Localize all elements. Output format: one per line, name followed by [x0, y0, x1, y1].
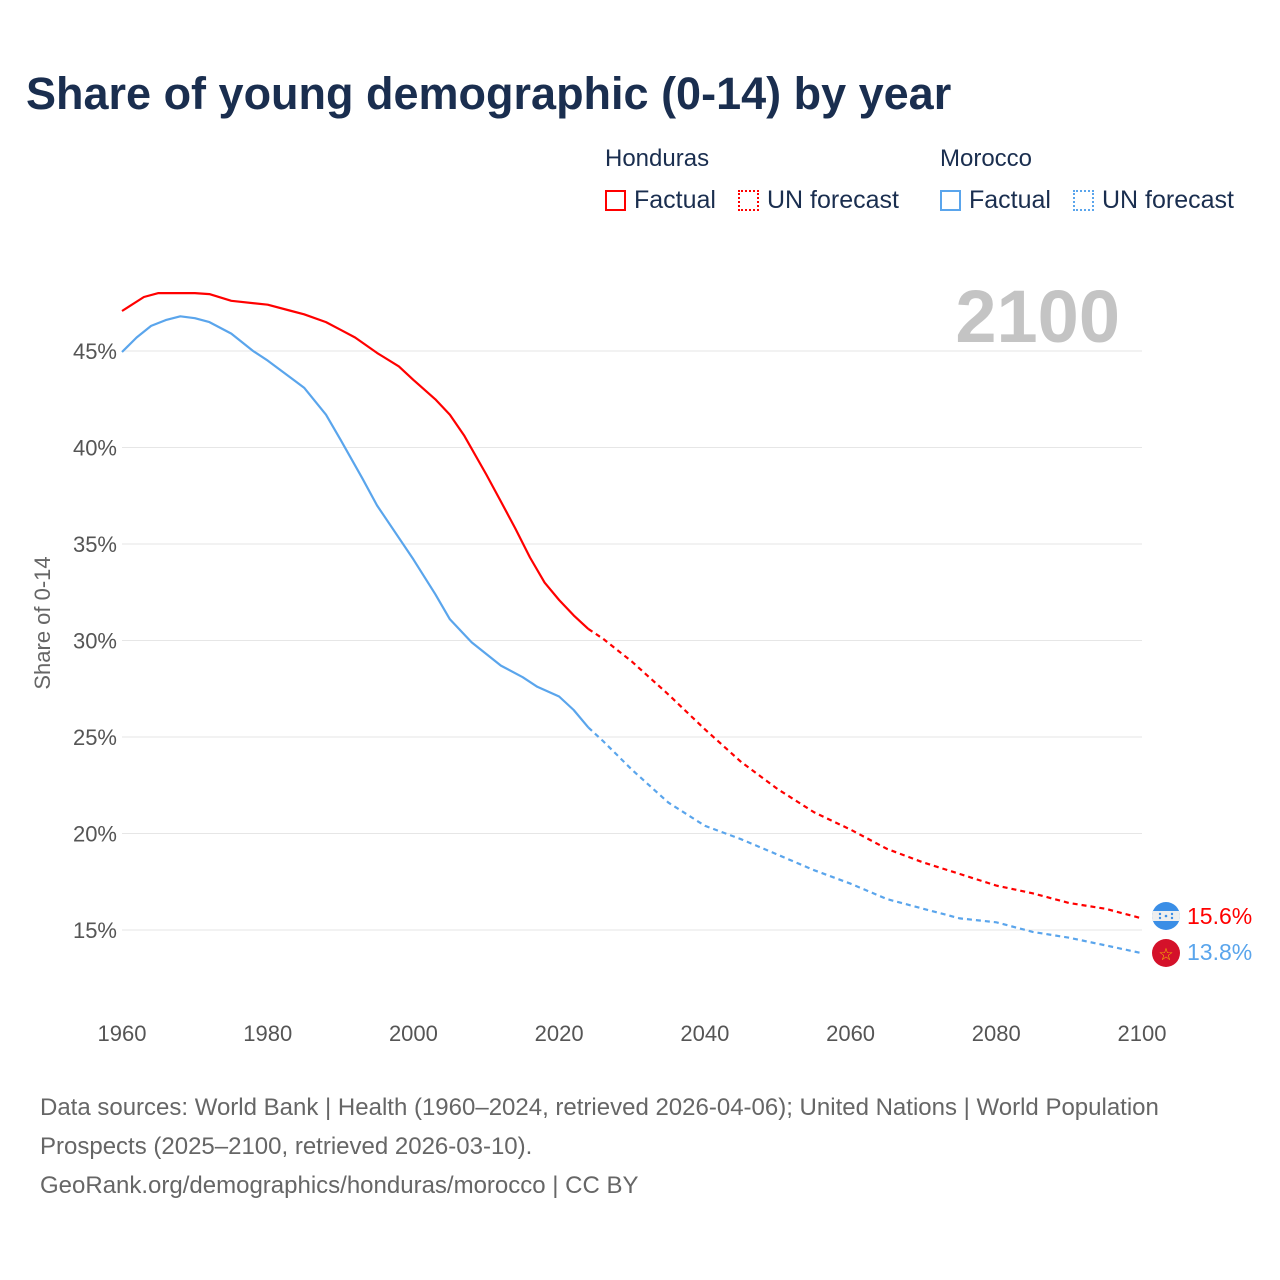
- y-tick-label: 35%: [73, 532, 117, 557]
- morocco-forecast-line: [587, 726, 1143, 955]
- footer: Data sources: World Bank | Health (1960–…: [40, 1088, 1190, 1205]
- legend-label: UN forecast: [1102, 186, 1234, 214]
- x-tick-label: 1960: [98, 1021, 147, 1046]
- year-watermark: 2100: [955, 275, 1120, 358]
- legend-swatch-solid-icon: [605, 190, 626, 211]
- y-tick-label: 45%: [73, 339, 117, 364]
- morocco-end-label: 13.8%: [1187, 939, 1252, 965]
- x-tick-label: 2080: [972, 1021, 1021, 1046]
- honduras-flag-icon: [1152, 902, 1180, 930]
- y-tick-label: 25%: [73, 725, 117, 750]
- legend-swatch-solid-icon: [940, 190, 961, 211]
- legend-label: UN forecast: [767, 186, 899, 214]
- legend-morocco-title: Morocco: [940, 145, 1033, 172]
- honduras-end-label: 15.6%: [1187, 903, 1252, 929]
- legend-label: Factual: [969, 186, 1051, 214]
- y-tick-label: 15%: [73, 918, 117, 943]
- legend-swatch-dotted-icon: [738, 190, 759, 211]
- legend-honduras-forecast[interactable]: UN forecast: [738, 186, 899, 215]
- x-tick-label: 2060: [826, 1021, 875, 1046]
- x-tick-label: 2040: [680, 1021, 729, 1046]
- y-tick-label: 30%: [73, 629, 117, 654]
- honduras-forecast-line: [587, 627, 1143, 920]
- credit-link[interactable]: GeoRank.org/demographics/honduras/morocc…: [40, 1172, 639, 1199]
- morocco-flag-icon: ☆: [1152, 939, 1180, 967]
- data-sources: Data sources: World Bank | Health (1960–…: [40, 1094, 1159, 1160]
- legend-honduras-factual[interactable]: Factual: [605, 186, 716, 215]
- y-tick-label: 40%: [73, 436, 117, 461]
- x-tick-label: 1980: [243, 1021, 292, 1046]
- y-axis-label: Share of 0-14: [30, 556, 55, 689]
- y-tick-label: 20%: [73, 822, 117, 847]
- honduras-factual-line: [121, 292, 590, 630]
- chart-title: Share of young demographic (0-14) by yea…: [26, 68, 952, 119]
- x-tick-label: 2100: [1118, 1021, 1167, 1046]
- svg-text:☆: ☆: [1158, 945, 1173, 965]
- legend-honduras-title: Honduras: [605, 145, 710, 172]
- legend-morocco-forecast[interactable]: UN forecast: [1073, 186, 1234, 215]
- morocco-factual-line: [121, 315, 590, 729]
- legend-morocco-factual[interactable]: Factual: [940, 186, 1051, 215]
- x-tick-label: 2000: [389, 1021, 438, 1046]
- x-tick-label: 2020: [535, 1021, 584, 1046]
- legend-swatch-dotted-icon: [1073, 190, 1094, 211]
- legend-label: Factual: [634, 186, 716, 214]
